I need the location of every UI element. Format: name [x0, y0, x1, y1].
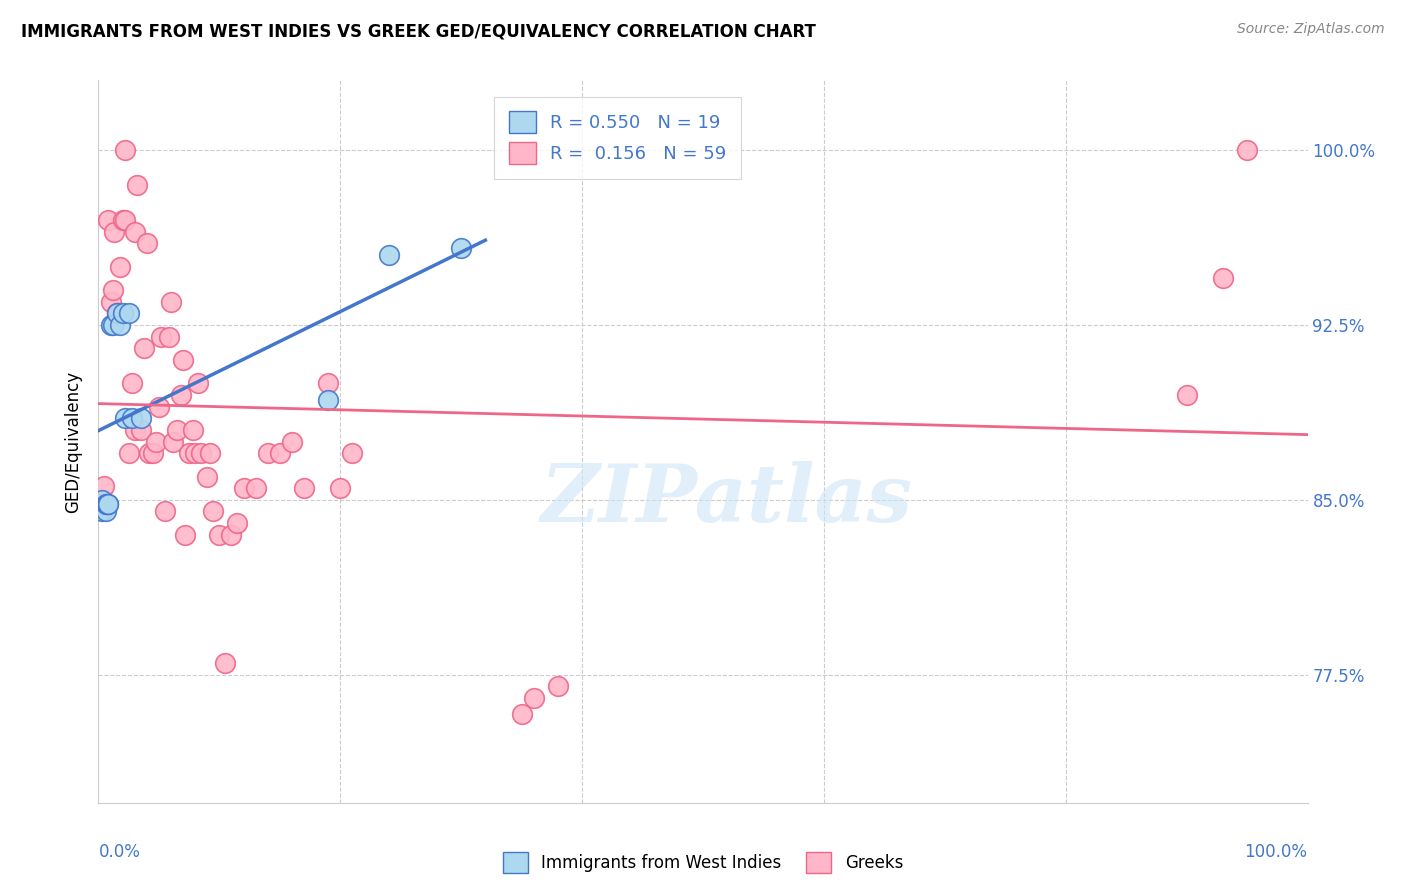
Point [108, 260, 131, 274]
Point [91, 492, 114, 507]
Point [124, 225, 146, 239]
Point [114, 143, 136, 157]
Point [316, 376, 339, 391]
Point [101, 283, 124, 297]
Point [134, 341, 156, 355]
Point [150, 329, 173, 343]
Point [214, 656, 236, 670]
Point [245, 481, 267, 495]
Point [1212, 271, 1234, 285]
Point [1175, 388, 1198, 402]
Point [118, 446, 141, 460]
Point [187, 376, 209, 391]
Point [114, 213, 136, 227]
Point [184, 446, 207, 460]
Point [111, 213, 134, 227]
Point [97, 498, 120, 512]
Point [97, 498, 120, 512]
Point [94, 504, 117, 518]
Point [124, 423, 146, 437]
Point [148, 400, 170, 414]
Point [172, 353, 194, 368]
Point [329, 481, 352, 495]
Point [1236, 143, 1258, 157]
Point [292, 481, 315, 495]
Legend: Immigrants from West Indies, Greeks: Immigrants from West Indies, Greeks [496, 846, 910, 880]
Point [547, 679, 569, 693]
Y-axis label: GED/Equivalency: GED/Equivalency [65, 370, 83, 513]
Point [179, 446, 201, 460]
Point [121, 376, 143, 391]
Point [93, 479, 115, 493]
Text: ZIPatlas: ZIPatlas [541, 460, 914, 538]
Point [105, 306, 128, 320]
Point [316, 392, 339, 407]
Point [166, 423, 188, 437]
Point [208, 528, 231, 542]
Point [94, 498, 117, 512]
Point [198, 446, 221, 460]
Point [100, 318, 122, 332]
Text: IMMIGRANTS FROM WEST INDIES VS GREEK GED/EQUIVALENCY CORRELATION CHART: IMMIGRANTS FROM WEST INDIES VS GREEK GED… [21, 22, 815, 40]
Point [105, 306, 128, 320]
Point [121, 411, 143, 425]
Point [127, 178, 149, 193]
Point [377, 248, 399, 262]
Point [114, 411, 136, 425]
Point [108, 318, 131, 332]
Point [195, 469, 218, 483]
Point [103, 225, 125, 239]
Point [135, 236, 157, 251]
Text: 100.0%: 100.0% [1244, 843, 1308, 861]
Point [190, 446, 212, 460]
Point [157, 329, 180, 343]
Point [523, 690, 546, 705]
Point [118, 306, 141, 320]
Point [138, 446, 160, 460]
Point [160, 294, 183, 309]
Point [105, 306, 128, 320]
Point [142, 446, 165, 460]
Point [129, 423, 152, 437]
Point [202, 504, 225, 518]
Point [129, 411, 152, 425]
Point [181, 423, 204, 437]
Point [281, 434, 304, 449]
Text: 0.0%: 0.0% [98, 843, 141, 861]
Point [510, 707, 533, 722]
Point [169, 388, 191, 402]
Point [111, 306, 134, 320]
Point [342, 446, 364, 460]
Point [101, 318, 124, 332]
Point [153, 504, 176, 518]
Point [145, 434, 167, 449]
Legend: R = 0.550   N = 19, R =  0.156   N = 59: R = 0.550 N = 19, R = 0.156 N = 59 [495, 96, 741, 178]
Point [221, 528, 243, 542]
Point [256, 446, 278, 460]
Point [232, 481, 254, 495]
Point [100, 294, 122, 309]
Point [450, 241, 472, 255]
Point [96, 498, 118, 512]
Point [174, 528, 197, 542]
Point [91, 504, 114, 518]
Text: Source: ZipAtlas.com: Source: ZipAtlas.com [1237, 22, 1385, 37]
Point [97, 213, 120, 227]
Point [162, 434, 184, 449]
Point [269, 446, 291, 460]
Point [226, 516, 249, 530]
